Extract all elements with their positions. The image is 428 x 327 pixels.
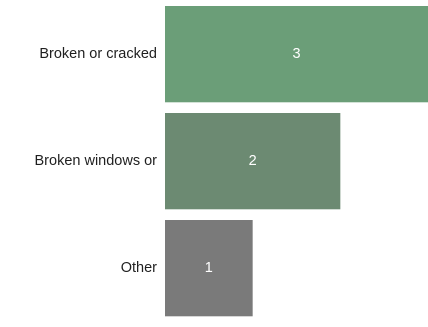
category-label-3: Other (121, 260, 157, 276)
value-label-1: 3 (292, 46, 300, 62)
category-label-2: Broken windows or (35, 153, 158, 169)
value-label-2: 2 (249, 153, 257, 169)
value-label-3: 1 (205, 260, 213, 276)
category-label-1: Broken or cracked (39, 46, 157, 62)
